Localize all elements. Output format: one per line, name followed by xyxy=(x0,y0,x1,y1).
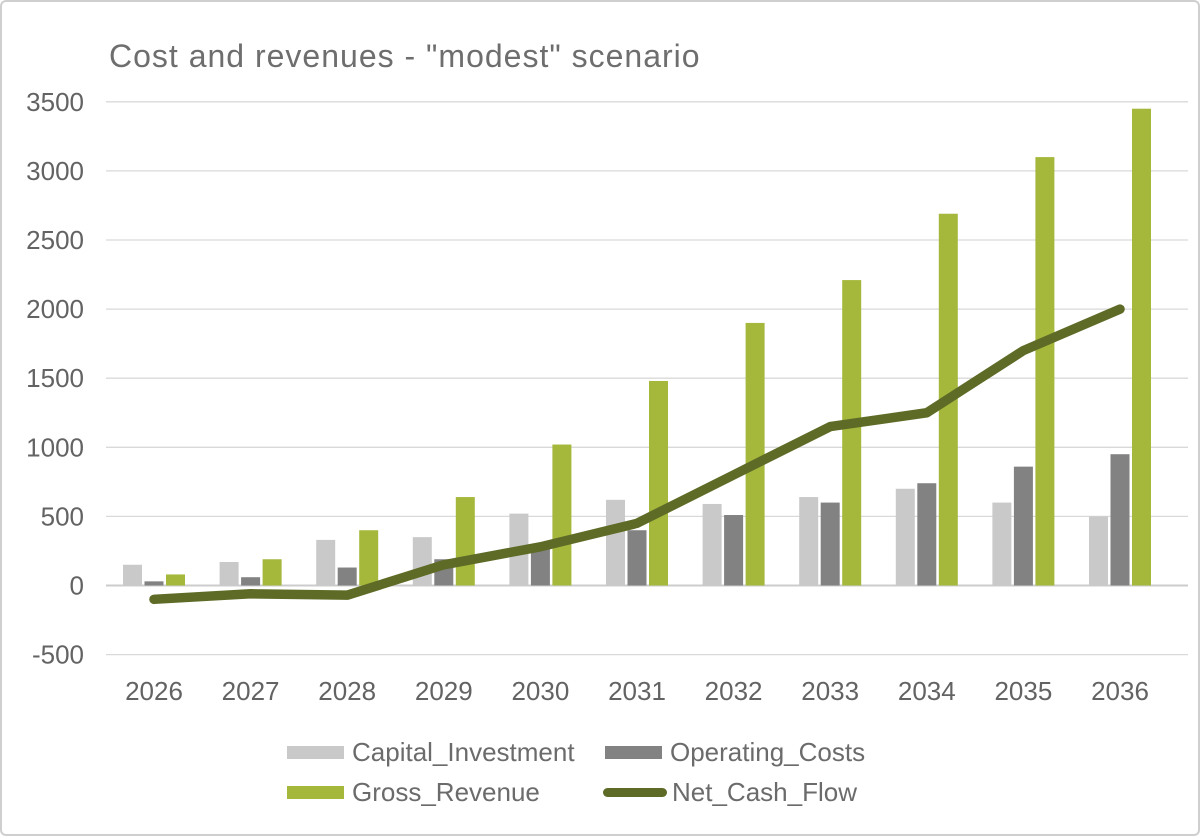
bar-capital_investment-2028 xyxy=(316,539,336,586)
operating-costs-swatch-icon xyxy=(605,745,662,759)
x-axis-year-label: 2033 xyxy=(801,676,859,706)
net-cash-flow-line-swatch-icon xyxy=(603,787,667,797)
bar-gross_revenue-2033 xyxy=(842,280,862,586)
bar-operating_costs-2036 xyxy=(1110,454,1130,586)
y-axis-tick-label: 2500 xyxy=(26,225,84,255)
bar-capital_investment-2031 xyxy=(606,499,625,586)
bar-capital_investment-2027 xyxy=(219,562,239,586)
y-axis-tick-label: 0 xyxy=(70,571,84,601)
x-axis-year-label: 2027 xyxy=(222,676,280,706)
bar-gross_revenue-2029 xyxy=(455,497,475,586)
x-axis-year-label: 2029 xyxy=(415,676,473,706)
bar-gross_revenue-2026 xyxy=(166,574,185,586)
bar-gross_revenue-2035 xyxy=(1035,157,1055,586)
bar-operating_costs-2032 xyxy=(724,515,744,586)
bar-operating_costs-2027 xyxy=(241,577,261,586)
bar-operating_costs-2030 xyxy=(530,546,550,586)
net_cash_flow-line xyxy=(149,304,1125,605)
gross-revenue-swatch-icon xyxy=(287,785,344,799)
legend-item-capital-investment: Capital_Investment xyxy=(287,737,575,767)
bar-gross_revenue-2028 xyxy=(359,530,379,586)
y-axis-tick-label: 1000 xyxy=(26,432,84,462)
bar-capital_investment-2036 xyxy=(1089,516,1108,586)
capital-investment-swatch-icon xyxy=(287,745,344,759)
bar-gross_revenue-2027 xyxy=(262,559,282,586)
bar-operating_costs-2034 xyxy=(917,483,937,586)
chart-title: Cost and revenues - "modest" scenario xyxy=(109,38,701,74)
x-axis-year-label: 2028 xyxy=(318,676,376,706)
legend-item-operating-costs: Operating_Costs xyxy=(605,737,865,767)
bar-gross_revenue-2032 xyxy=(745,322,765,586)
bar-capital_investment-2032 xyxy=(702,503,722,586)
legend-label-gross-revenue: Gross_Revenue xyxy=(352,776,540,807)
y-axis-tick-label: -500 xyxy=(32,640,84,670)
x-axis-year-label: 2034 xyxy=(898,676,956,706)
bar-capital_investment-2026 xyxy=(123,564,142,586)
legend-item-gross-revenue: Gross_Revenue xyxy=(287,777,540,807)
y-axis-tick-label: 3500 xyxy=(26,87,84,117)
x-axis-year-label: 2031 xyxy=(608,676,666,706)
x-axis-year-label: 2030 xyxy=(511,676,569,706)
legend-label-net-cash-flow: Net_Cash_Flow xyxy=(672,776,857,807)
x-axis-year-label: 2032 xyxy=(705,676,763,706)
bar-operating_costs-2031 xyxy=(627,530,647,586)
bar-gross_revenue-2030 xyxy=(552,444,572,586)
y-axis-tick-label: 1500 xyxy=(26,363,84,393)
x-axis-year-label: 2026 xyxy=(125,676,183,706)
y-axis-tick-label: 500 xyxy=(41,501,84,531)
x-axis-year-label: 2035 xyxy=(994,676,1052,706)
bar-operating_costs-2035 xyxy=(1013,466,1033,586)
bar-operating_costs-2028 xyxy=(337,567,357,586)
bar-capital_investment-2035 xyxy=(992,502,1012,586)
bar-gross_revenue-2031 xyxy=(649,380,668,586)
bar-operating_costs-2033 xyxy=(820,502,840,586)
legend-label-operating-costs: Operating_Costs xyxy=(670,736,866,767)
bar-capital_investment-2034 xyxy=(895,488,915,586)
legend-label-capital-investment: Capital_Investment xyxy=(352,736,575,767)
bar-gross_revenue-2036 xyxy=(1132,108,1151,586)
bar-capital_investment-2033 xyxy=(799,497,819,586)
x-axis-year-label: 2036 xyxy=(1091,676,1149,706)
y-axis-tick-label: 3000 xyxy=(26,156,84,186)
bar-operating_costs-2026 xyxy=(144,581,164,586)
y-axis-tick-label: 2000 xyxy=(26,294,84,324)
legend-item-net-cash-flow: Net_Cash_Flow xyxy=(603,777,857,807)
